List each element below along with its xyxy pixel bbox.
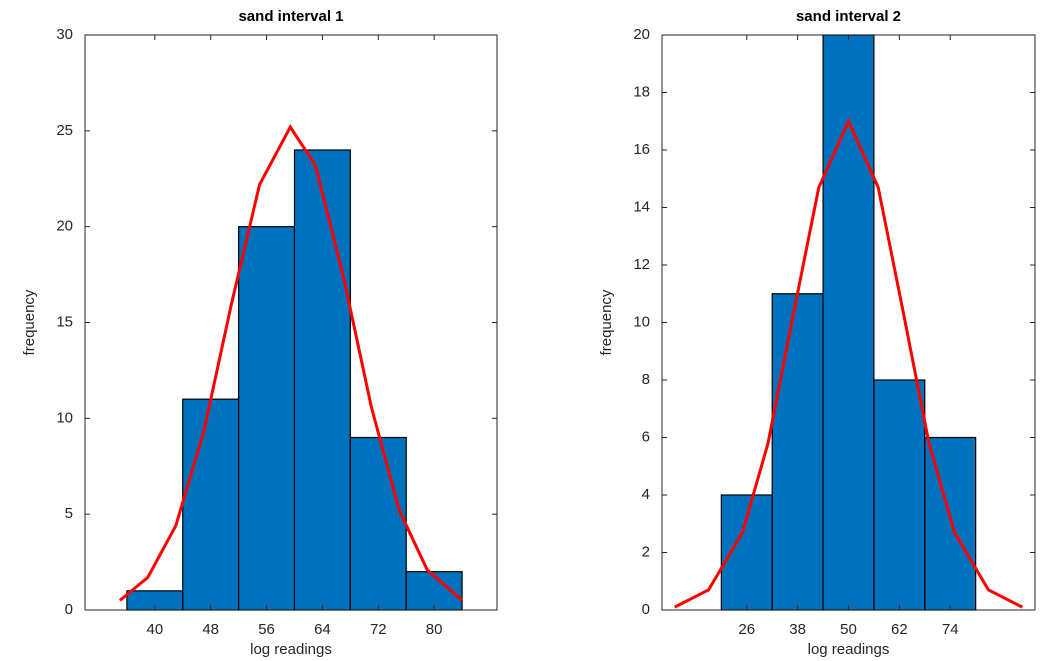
fit-curve	[118, 124, 464, 602]
x-tick-label: 74	[942, 621, 959, 638]
y-tick-label: 14	[633, 198, 650, 215]
y-tick-label: 10	[56, 409, 73, 426]
bar	[822, 34, 875, 611]
bar	[182, 398, 240, 611]
y-tick-label: 30	[56, 26, 73, 43]
y-tick-label: 2	[642, 543, 650, 560]
subplot: 26 38 50 62 74 0 2 4 6 8 10 12 14 16 18 20 sand interval…	[598, 8, 1036, 658]
y-tick-label: 20	[56, 218, 73, 235]
y-tick-label: 16	[633, 141, 650, 158]
y-axis-label: frequency	[598, 289, 615, 355]
bar	[349, 436, 407, 611]
bar	[238, 226, 296, 611]
y-tick-label: 15	[56, 313, 73, 330]
x-tick-label: 48	[202, 621, 219, 638]
bar	[924, 436, 977, 611]
x-tick-label: 40	[146, 621, 163, 638]
fit-curve	[674, 117, 1023, 609]
y-tick-label: 6	[642, 428, 650, 445]
x-tick-label: 50	[840, 621, 857, 638]
y-tick-label: 0	[65, 601, 73, 618]
x-axis-label: log readings	[808, 641, 890, 658]
x-tick-label: 72	[370, 621, 387, 638]
x-tick-label: 80	[426, 621, 443, 638]
x-tick-label: 26	[738, 621, 755, 638]
x-tick-label: 62	[891, 621, 908, 638]
y-tick-label: 18	[633, 83, 650, 100]
y-axis-label: frequency	[21, 289, 38, 355]
y-tick-label: 8	[642, 371, 650, 388]
y-tick-label: 5	[65, 505, 73, 522]
bar	[873, 379, 926, 611]
x-tick-label: 64	[314, 621, 331, 638]
x-axis-label: log readings	[250, 641, 332, 658]
x-tick-label: 56	[258, 621, 275, 638]
chart-title: sand interval 2	[796, 8, 901, 25]
bar	[293, 149, 351, 611]
y-tick-label: 20	[633, 26, 650, 43]
y-tick-label: 12	[633, 256, 650, 273]
bar	[771, 293, 824, 611]
x-tick-label: 38	[789, 621, 806, 638]
chart-title: sand interval 1	[238, 8, 343, 25]
subplot: 40 48 56 64 72 80 0 5 10 15 20 25 30 sand interval 1 l…	[21, 8, 498, 658]
y-tick-label: 10	[633, 313, 650, 330]
y-tick-label: 4	[642, 486, 650, 503]
y-tick-label: 25	[56, 122, 73, 139]
y-tick-label: 0	[642, 601, 650, 618]
